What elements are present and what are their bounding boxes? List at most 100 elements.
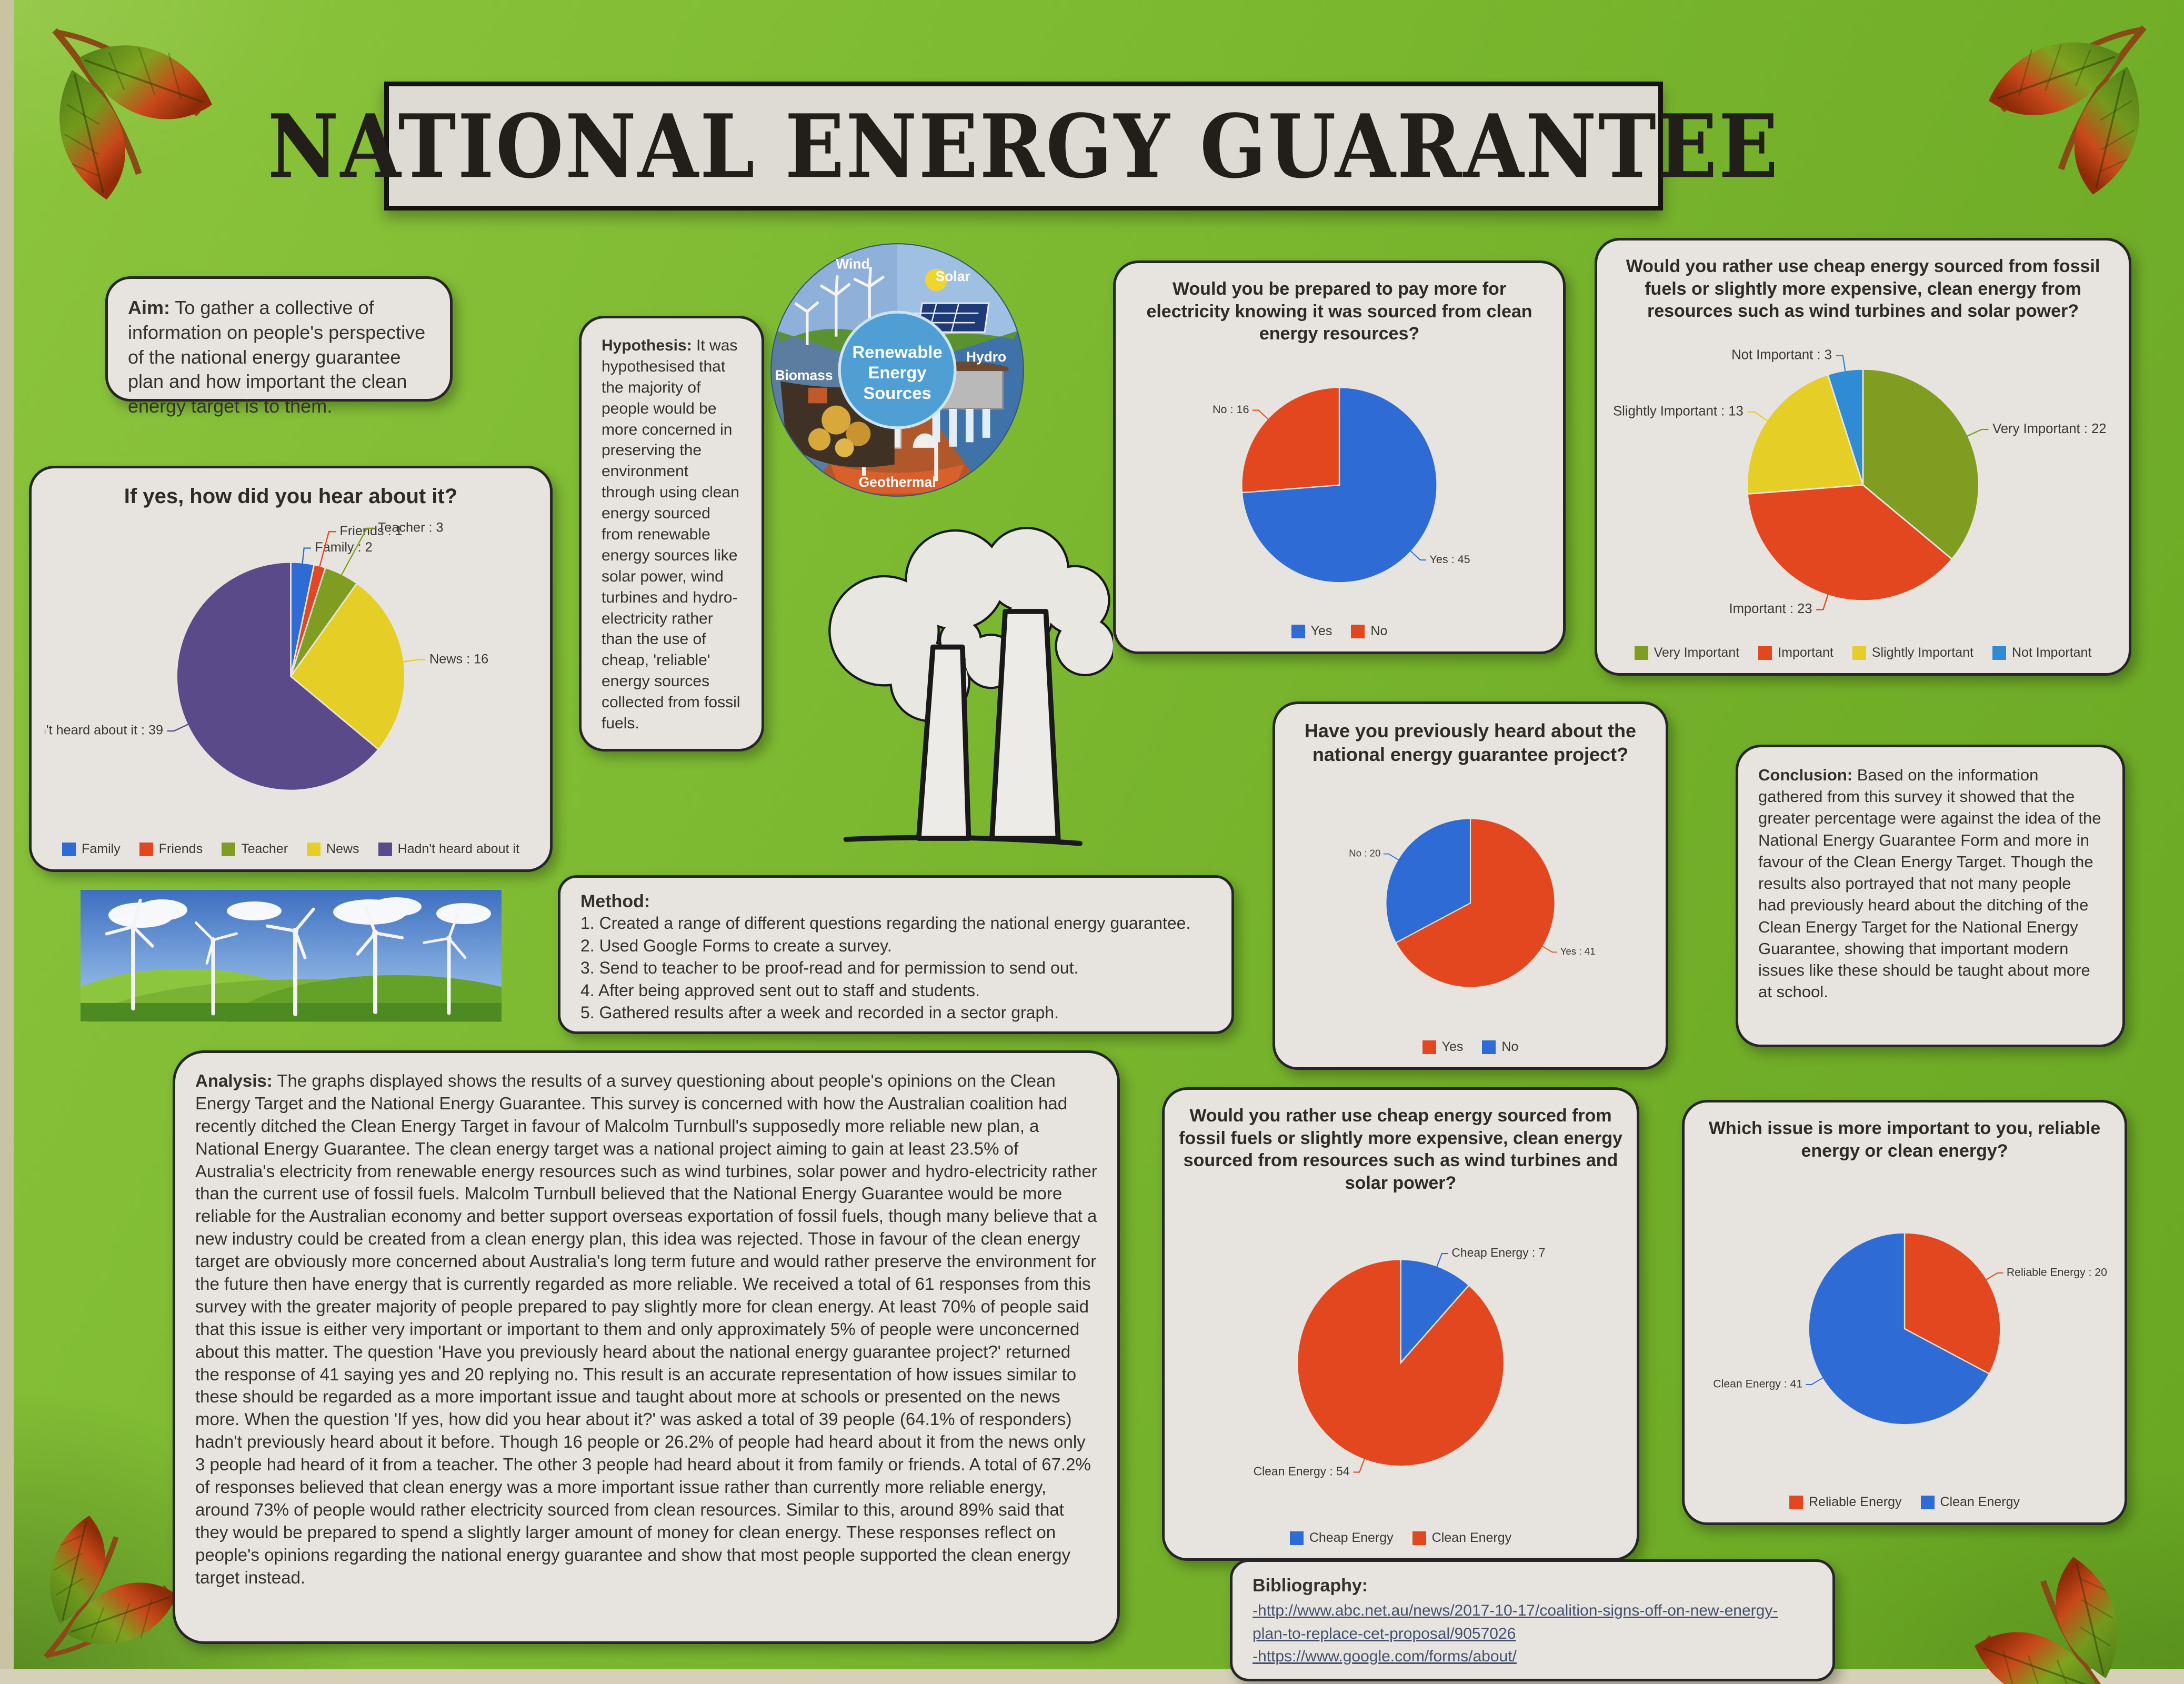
legend-swatch: [1758, 646, 1772, 660]
legend-label: Not Important: [2011, 645, 2092, 660]
pie-card-pay-more: Would you be prepared to pay more for el…: [1113, 260, 1566, 654]
legend-item: Yes: [1422, 1039, 1463, 1055]
hypothesis-box: Hypothesis: It was hypothesised that the…: [579, 316, 764, 751]
svg-text:Not Important : 3: Not Important : 3: [1731, 347, 1832, 362]
wheel-label-biomass: Biomass: [775, 367, 833, 383]
method-step: 5. Gathered results after a week and rec…: [580, 1003, 1059, 1023]
pie-chart-cheap-vs-clean: Cheap Energy : 7 Clean Energy : 54: [1254, 1246, 1546, 1478]
legend-label: Hadn't heard about it: [397, 841, 519, 856]
svg-text:Important : 23: Important : 23: [1729, 602, 1812, 616]
legend-swatch: [1920, 1495, 1935, 1509]
legend-item: Not Important: [1992, 645, 2091, 660]
pie-title-previously-heard: Have you previously heard about the nati…: [1304, 720, 1637, 765]
renewable-energy-sources-wheel: Wind Solar Hydro Geothermal Biomass Rene…: [770, 243, 1024, 497]
svg-text:Clean Energy : 41: Clean Energy : 41: [1713, 1378, 1802, 1390]
bibliography-heading: Bibliography:: [1253, 1576, 1368, 1596]
wheel-center-line2: Energy: [868, 363, 927, 382]
legend-label: Reliable Energy: [1809, 1495, 1902, 1509]
legend-item: News: [307, 841, 359, 857]
method-step: 3. Send to teacher to be proof-read and …: [580, 958, 1079, 978]
method-box: Method: 1. Created a range of different …: [558, 875, 1234, 1034]
legend-swatch: [139, 842, 153, 856]
leaves-decoration-bottom-left: [21, 1492, 195, 1681]
svg-text:Clean Energy : 54: Clean Energy : 54: [1254, 1464, 1350, 1478]
pie-card-previously-heard: Have you previously heard about the nati…: [1273, 701, 1668, 1070]
legend-item: Very Important: [1634, 645, 1740, 660]
legend-swatch: [1412, 1531, 1426, 1545]
pie-title-cheap-vs-clean: Would you rather use cheap energy source…: [1179, 1106, 1622, 1193]
legend-swatch: [1992, 646, 2006, 660]
svg-text:Yes : 45: Yes : 45: [1429, 552, 1470, 565]
leaves-decoration-bottom-right: [1947, 1539, 2158, 1684]
legend-swatch: [1422, 1040, 1436, 1054]
pie-title-importance: Would you rather use cheap energy source…: [1626, 256, 2100, 321]
method-step: 1. Created a range of different question…: [580, 914, 1191, 933]
legend-item: Clean Energy: [1920, 1495, 2020, 1510]
legend-swatch: [307, 842, 321, 856]
wheel-label-geothermal: Geothermal: [859, 474, 936, 490]
aim-text: To gather a collective of information on…: [128, 297, 426, 417]
analysis-box: Analysis: The graphs displayed shows the…: [173, 1050, 1120, 1644]
legend-item: Yes: [1291, 624, 1333, 639]
pie-chart-reliable-vs-clean: Reliable Energy : 20 Clean Energy : 41: [1713, 1232, 2107, 1426]
svg-text:Very Important : 22: Very Important : 22: [1992, 421, 2106, 436]
bibliography-links: -http://www.abc.net.au/news/2017-10-17/c…: [1253, 1599, 1812, 1668]
analysis-heading: Analysis:: [195, 1071, 273, 1090]
wheel-label-solar: Solar: [936, 268, 970, 284]
legend-label: Clean Energy: [1940, 1495, 2020, 1509]
pie-chart-previously-heard: Yes : 41 No : 20: [1349, 818, 1595, 988]
pie-title-pay-more: Would you be prepared to pay more for el…: [1146, 279, 1532, 344]
poster-title-banner: NATIONAL ENERGY GUARANTEE: [267, 82, 1778, 210]
bibliography-link[interactable]: -http://www.abc.net.au/news/2017-10-17/c…: [1253, 1602, 1778, 1642]
legend-label: Very Important: [1654, 645, 1740, 660]
legend-label: No: [1370, 624, 1388, 638]
svg-text:Hadn't heard about it : 39: Hadn't heard about it : 39: [45, 723, 163, 738]
poster-bottom-edge: [0, 1669, 2184, 1684]
svg-text:News : 16: News : 16: [429, 651, 488, 666]
pie-chart-importance: Very Important : 22 Important : 23 Slightl…: [1613, 347, 2106, 616]
legend-label: Slightly Important: [1871, 645, 1973, 660]
legend-swatch: [1852, 646, 1866, 660]
legend-item: Important: [1758, 645, 1834, 660]
bibliography-box: Bibliography: -http://www.abc.net.au/new…: [1230, 1559, 1835, 1681]
legend-item: Family: [62, 841, 121, 857]
wheel-label-hydro: Hydro: [966, 349, 1006, 365]
pie-card-importance: Would you rather use cheap energy source…: [1595, 238, 2131, 676]
pie-legend-pay-more: Yes No: [1291, 620, 1387, 641]
legend-item: No: [1351, 624, 1387, 639]
bibliography-link[interactable]: -https://www.google.com/forms/about/: [1253, 1648, 1517, 1665]
pie-legend-cheap-vs-clean: Cheap Energy Clean Energy: [1289, 1527, 1511, 1548]
legend-swatch: [1289, 1531, 1304, 1545]
legend-item: Friends: [139, 841, 203, 857]
legend-item: Teacher: [222, 841, 288, 857]
legend-label: Yes: [1310, 624, 1333, 638]
legend-label: Teacher: [241, 841, 288, 856]
legend-label: Important: [1778, 645, 1834, 660]
legend-swatch: [1351, 624, 1365, 638]
leaves-decoration-top-right: [1966, 8, 2176, 213]
pie-card-hear-about: If yes, how did you hear about it? Famil…: [29, 466, 553, 872]
legend-item: Hadn't heard about it: [378, 841, 519, 857]
legend-label: Friends: [158, 841, 203, 856]
legend-swatch: [1291, 624, 1305, 638]
analysis-text: The graphs displayed shows the results o…: [195, 1071, 1097, 1587]
legend-item: Cheap Energy: [1289, 1530, 1394, 1546]
conclusion-box: Conclusion: Based on the information gat…: [1736, 745, 2125, 1047]
method-heading: Method:: [580, 891, 650, 911]
aim-box: Aim: To gather a collective of informati…: [105, 276, 453, 417]
legend-swatch: [378, 842, 392, 856]
svg-text:No : 16: No : 16: [1213, 403, 1249, 416]
conclusion-text: Based on the information gathered from t…: [1758, 766, 2101, 1001]
svg-text:No : 20: No : 20: [1349, 848, 1380, 859]
legend-item: Slightly Important: [1852, 645, 1973, 660]
aim-heading: Aim:: [128, 297, 170, 318]
legend-label: News: [326, 841, 359, 856]
legend-swatch: [62, 842, 76, 856]
legend-item: Clean Energy: [1412, 1530, 1511, 1546]
poster-title: NATIONAL ENERGY GUARANTEE: [267, 95, 1780, 197]
svg-text:Teacher : 3: Teacher : 3: [378, 520, 444, 535]
pie-legend-hear-about: Family Friends Teacher News Hadn't heard abo…: [62, 838, 519, 859]
legend-label: Clean Energy: [1431, 1530, 1512, 1545]
legend-swatch: [1634, 646, 1648, 660]
pie-title-hear-about: If yes, how did you hear about it?: [124, 485, 458, 508]
